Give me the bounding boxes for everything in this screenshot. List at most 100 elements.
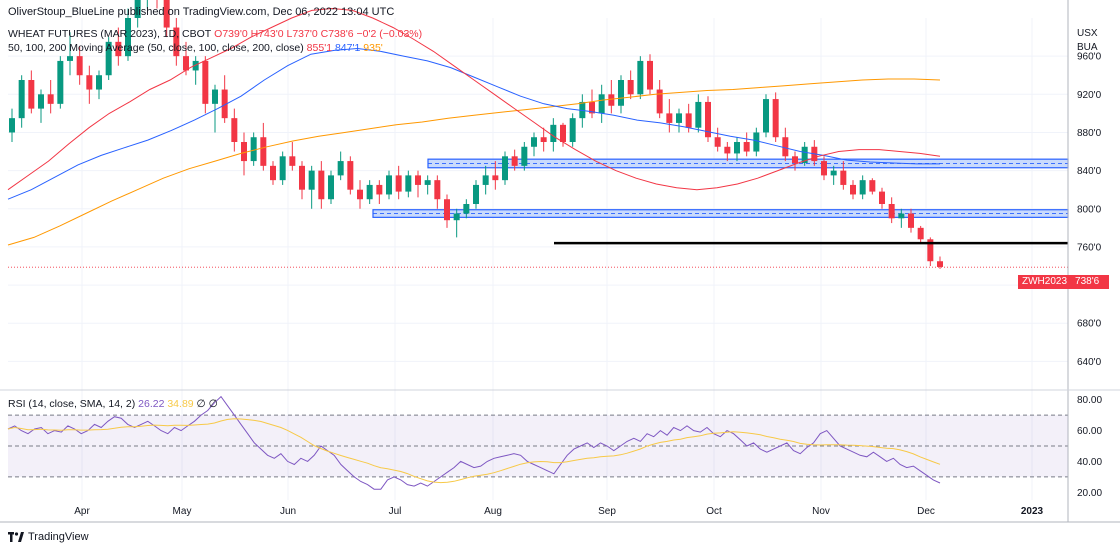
ma200-line xyxy=(7,78,941,246)
time-axis-label: Dec xyxy=(917,506,935,517)
candle-body xyxy=(337,161,344,176)
candle-body xyxy=(511,156,518,166)
candle-body xyxy=(444,199,450,221)
candle-body xyxy=(502,156,508,181)
candle-body xyxy=(173,27,180,57)
candle-body xyxy=(647,60,653,90)
candle-body xyxy=(888,204,895,219)
candle-body xyxy=(376,184,383,195)
ma-label[interactable]: 50, 100, 200 Moving Average (50, close, … xyxy=(8,42,304,54)
candle-body xyxy=(163,0,170,28)
candle-body xyxy=(424,180,431,185)
currency-unit[interactable]: USX BUA xyxy=(1077,27,1098,55)
low-value: L737'0 xyxy=(286,28,318,40)
candle-body xyxy=(821,161,827,176)
candle-body xyxy=(328,175,334,200)
publisher-line: OliverStoup_BlueLine published on Tradin… xyxy=(8,6,395,18)
candle-body xyxy=(415,175,421,185)
ma-legend[interactable]: 50, 100, 200 Moving Average (50, close, … xyxy=(8,42,383,54)
rsi-legend[interactable]: RSI (14, close, SMA, 14, 2) 26.22 34.89 … xyxy=(8,398,218,410)
candle-body xyxy=(792,156,798,163)
price-tag-ticker: ZWH2023 xyxy=(1022,276,1068,287)
tradingview-logo-icon xyxy=(8,532,24,542)
candle-body xyxy=(357,189,363,200)
candle-body xyxy=(840,170,847,185)
candle-body xyxy=(86,75,93,90)
candle-body xyxy=(618,80,624,106)
candle-body xyxy=(521,146,528,166)
candle-body xyxy=(879,191,885,204)
candle-body xyxy=(589,101,595,114)
candle-body xyxy=(67,56,73,61)
candle-body xyxy=(115,41,122,57)
time-axis-label: Jul xyxy=(389,506,402,517)
close-value: C738'6 xyxy=(320,28,354,40)
candle-body xyxy=(937,261,943,267)
candle-body xyxy=(434,180,441,200)
candle-body xyxy=(685,113,692,128)
candle-body xyxy=(830,170,837,176)
candle-body xyxy=(569,118,576,142)
candle-body xyxy=(347,161,354,190)
candle-body xyxy=(531,137,537,147)
rsi-axis-label: 20.00 xyxy=(1077,488,1102,499)
candle-body xyxy=(9,118,15,133)
candle-body xyxy=(76,56,83,76)
moving-average-lines xyxy=(7,7,941,246)
candle-body xyxy=(473,184,479,204)
time-axis-label: Jun xyxy=(280,506,296,517)
candle-body xyxy=(366,184,373,200)
candle-body xyxy=(453,213,460,221)
symbol-name[interactable]: WHEAT FUTURES (MAR 2023), 1D, CBOT xyxy=(8,28,212,40)
rsi-extra-1: ∅ xyxy=(196,398,206,410)
tradingview-logo[interactable]: TradingView xyxy=(8,531,89,543)
candle-body xyxy=(241,142,247,162)
candle-body xyxy=(724,146,731,154)
rsi-axis-label: 60.00 xyxy=(1077,426,1102,437)
time-axis-label: Sep xyxy=(598,506,616,517)
ma200-value: 935' xyxy=(363,42,383,54)
open-value: O739'0 xyxy=(214,28,248,40)
candle-body xyxy=(540,137,547,142)
candle-body xyxy=(231,118,238,142)
candle-body xyxy=(598,94,605,114)
rsi-extra-2: ∅ xyxy=(208,398,218,410)
time-axis-label: Aug xyxy=(484,506,502,517)
candle-body xyxy=(212,89,218,104)
rsi-sma-line xyxy=(7,418,941,484)
price-axis-label: 880'0 xyxy=(1077,128,1102,139)
ma100-value: 847'1 xyxy=(334,42,361,54)
candle-body xyxy=(405,175,412,192)
rsi-sma-value: 34.89 xyxy=(167,398,194,410)
candle-body xyxy=(318,170,325,200)
candle-body xyxy=(47,94,54,104)
currency-line-1: USX xyxy=(1077,28,1098,39)
change-value: −0'2 (−0.03%) xyxy=(356,28,423,40)
candle-body xyxy=(908,213,914,228)
symbol-legend[interactable]: WHEAT FUTURES (MAR 2023), 1D, CBOT O739'… xyxy=(8,28,422,40)
rsi-label[interactable]: RSI (14, close, SMA, 14, 2) xyxy=(8,398,136,410)
candle-body xyxy=(705,101,711,138)
candle-body xyxy=(666,113,673,123)
price-tag-price: 738'6 xyxy=(1075,276,1100,287)
price-axis-label: 840'0 xyxy=(1077,166,1102,177)
candle-body xyxy=(676,113,682,123)
candle-body xyxy=(898,213,905,219)
candle-body xyxy=(917,227,924,240)
candle-body xyxy=(260,137,267,166)
ma100-line xyxy=(7,47,940,200)
support-line xyxy=(8,241,1068,268)
candle-body xyxy=(221,89,228,119)
candle-body xyxy=(250,137,257,162)
time-axis-label: Apr xyxy=(74,506,90,517)
candle-body xyxy=(714,137,721,147)
rsi-line xyxy=(7,395,941,490)
price-axis-label: 680'0 xyxy=(1077,319,1102,330)
candle-body xyxy=(270,165,276,181)
chart-axes: 960'0920'0880'0840'0800'0760'0720'0680'0… xyxy=(0,0,1120,523)
candle-body xyxy=(637,60,644,95)
candle-body xyxy=(859,180,866,195)
rsi-axis-label: 40.00 xyxy=(1077,457,1102,468)
candle-body xyxy=(96,75,102,90)
